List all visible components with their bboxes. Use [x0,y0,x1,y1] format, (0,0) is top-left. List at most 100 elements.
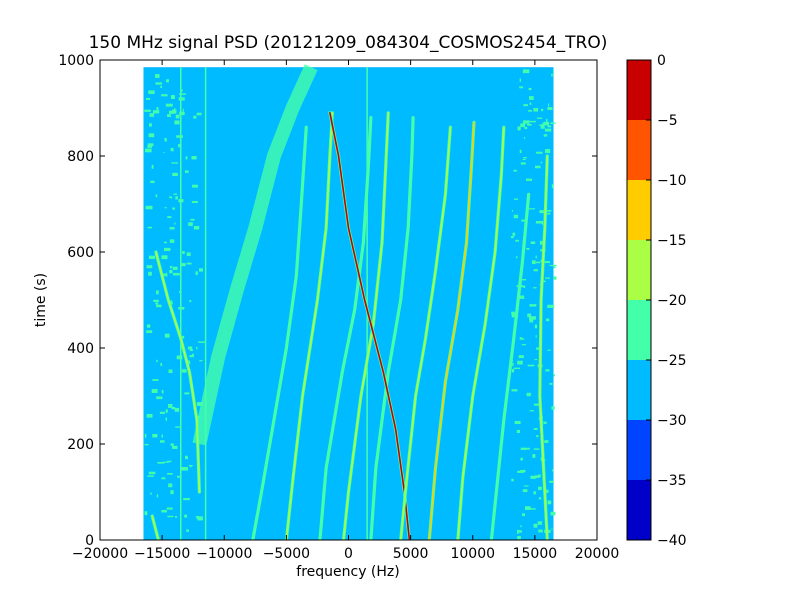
noise-speckle [150,180,155,184]
noise-speckle [523,285,526,288]
noise-speckle [538,486,542,490]
noise-speckle [150,492,152,495]
colorbar-tick-label: −35 [657,473,687,489]
signal-track [370,116,414,540]
noise-speckle [517,360,523,365]
noise-speckle [553,276,557,280]
noise-speckle [525,178,533,181]
noise-speckle [522,120,530,124]
colorbar-segment [627,60,651,120]
noise-speckle [156,107,159,111]
noise-speckle [513,198,519,200]
noise-speckle [553,374,555,377]
noise-speckle [520,162,526,165]
y-axis-label: time (s) [33,273,49,327]
noise-speckle [174,516,178,518]
noise-speckle [167,472,173,475]
noise-speckle [156,494,159,498]
noise-speckle [147,143,154,147]
noise-speckle [538,497,542,500]
noise-speckle [540,259,543,263]
colorbar-segment [627,240,651,300]
noise-speckle [515,256,518,259]
colorbar-tick-label: −30 [657,413,687,429]
noise-speckle [513,214,519,219]
noise-speckle [149,113,155,117]
noise-speckle [551,73,553,77]
noise-speckle [552,119,554,121]
noise-speckle [517,536,521,540]
colorbar-tick-label: −5 [657,113,678,129]
noise-speckle [160,85,163,88]
noise-speckle [522,158,526,161]
noise-speckle [193,115,197,119]
noise-band [192,64,318,446]
noise-speckle [551,184,554,189]
noise-speckle [511,368,515,373]
noise-speckle [172,172,178,177]
noise-speckle [528,110,532,112]
noise-speckle [171,407,176,410]
noise-speckle [547,349,551,351]
noise-speckle [546,118,548,123]
noise-speckle [167,114,172,117]
noise-speckle [549,383,553,385]
noise-speckle [163,241,167,244]
noise-speckle [187,346,193,350]
noise-speckle [167,515,174,518]
noise-speckle [519,78,521,82]
noise-speckle [145,205,153,210]
colorbar-tick-label: −15 [657,233,687,249]
noise-speckle [521,219,527,222]
noise-speckle [156,304,162,308]
noise-speckle [530,241,536,244]
noise-speckle [520,525,522,528]
noise-speckle [184,392,190,395]
noise-speckle [535,261,541,264]
noise-speckle [148,271,152,276]
noise-speckle [535,335,537,338]
signal-track [490,193,530,540]
noise-speckle [534,359,538,361]
noise-speckle [165,79,169,83]
noise-speckle [547,500,552,505]
noise-speckle [527,313,532,318]
noise-speckle [173,193,178,195]
x-tick-label: 15000 [513,546,558,562]
noise-speckle [147,145,152,148]
noise-speckle [519,337,523,340]
x-tick-label: −10000 [196,546,252,562]
noise-speckle [549,264,557,267]
noise-speckle [171,162,179,164]
colorbar-tick-label: −10 [657,173,687,189]
noise-speckle [522,489,528,493]
noise-speckle [163,247,171,252]
heatmap-layer [143,64,557,540]
noise-speckle [512,232,516,236]
noise-speckle [146,265,153,269]
noise-speckle [518,530,522,533]
noise-speckle [528,316,536,320]
x-tick-label: 5000 [393,546,429,562]
noise-speckle [544,261,550,264]
x-tick-label: 20000 [575,546,620,562]
noise-speckle [550,122,556,124]
noise-speckle [184,170,189,173]
noise-speckle [536,347,540,350]
y-tick-label: 600 [67,245,94,261]
noise-speckle [522,69,530,74]
noise-speckle [539,240,544,245]
noise-speckle [146,324,151,328]
noise-speckle [189,300,192,303]
colorbar-segment [627,300,651,360]
noise-speckle [157,461,165,464]
noise-speckle [549,480,554,483]
noise-speckle [186,262,192,265]
noise-speckle [534,475,539,478]
noise-speckle [156,396,163,400]
y-tick-label: 1000 [58,53,94,69]
noise-speckle [155,82,162,85]
noise-speckle [539,210,547,214]
noise-speckle [169,269,173,274]
noise-speckle [199,360,203,362]
